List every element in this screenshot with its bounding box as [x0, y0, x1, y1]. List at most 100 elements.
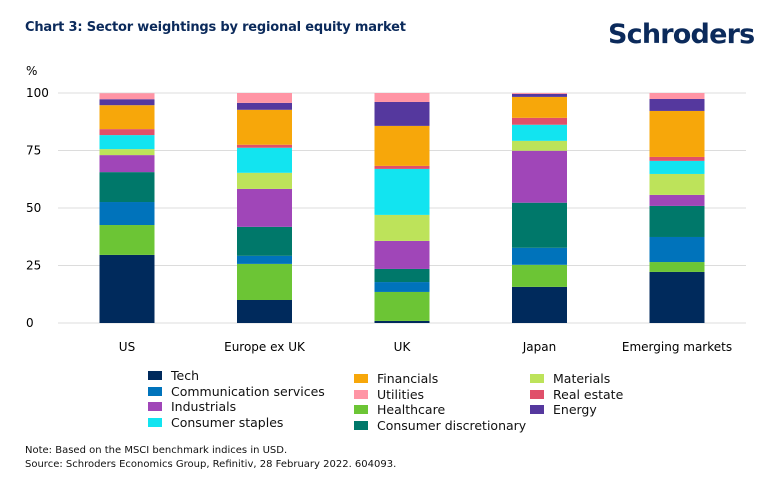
chart-title: Chart 3: Sector weightings by regional e… [25, 20, 406, 35]
x-axis-ticks: US Europe ex UK UK Japan Emerging markets [119, 340, 732, 354]
bar-stack [649, 93, 705, 323]
legend-swatch [530, 389, 544, 399]
bar-segment-real-estate [99, 129, 155, 136]
y-tick-label: 100 [26, 86, 49, 100]
legend-item: Financials [354, 371, 438, 386]
bar-segment-communication-services [374, 282, 430, 292]
bar-segment-utilities [237, 93, 292, 103]
bar-segment-consumer-staples [512, 124, 567, 141]
bar-segment-tech [237, 300, 292, 323]
bar-stack [237, 93, 292, 323]
bar-segment-utilities [99, 93, 155, 100]
bar-segment-communication-services [649, 236, 705, 263]
schroders-logo: Schroders [608, 19, 755, 50]
x-tick-label: Japan [522, 340, 556, 354]
y-tick-label: 75 [26, 144, 41, 158]
legend-label: Financials [377, 371, 439, 386]
bar-segment-healthcare [512, 264, 567, 287]
bar-stack [99, 93, 155, 323]
bar-segment-energy [99, 99, 155, 106]
bar-segment-healthcare [237, 263, 292, 300]
legend-swatch [148, 417, 162, 427]
bar-segment-financials [512, 96, 567, 118]
legend-swatch [354, 420, 368, 430]
bar-segment-financials [99, 105, 155, 130]
y-tick-label: 0 [26, 316, 34, 330]
bar-segment-communication-services [99, 202, 155, 226]
bar-segment-consumer-discretionary [237, 226, 292, 256]
bar-segment-communication-services [237, 255, 292, 264]
bar-segment-materials [99, 149, 155, 156]
y-tick-label: 25 [26, 259, 41, 273]
legend-label: Consumer discretionary [377, 417, 527, 433]
legend-label: Materials [553, 371, 611, 386]
bar-segment-tech [374, 320, 430, 323]
legend-item: Communication services [148, 384, 325, 399]
bar-segment-industrials [512, 150, 567, 203]
legend-swatch [530, 374, 544, 383]
bar-segment-industrials [649, 194, 705, 206]
bar-segment-financials [237, 109, 292, 145]
legend-label: Healthcare [377, 402, 446, 417]
bar-segment-materials [374, 214, 430, 241]
bar-segment-consumer-staples [99, 135, 155, 150]
legend-swatch [148, 402, 162, 411]
footnotes: Note: Based on the MSCI benchmark indice… [25, 444, 396, 472]
legend-label: Communication services [171, 383, 325, 399]
bar-segment-tech [99, 254, 155, 323]
legend-item: Industrials [148, 399, 236, 414]
bar-segment-materials [512, 140, 567, 151]
bar-segment-tech [512, 286, 567, 323]
bar-segment-consumer-staples [237, 147, 292, 173]
legend-swatch [530, 405, 544, 414]
legend-item: Tech [148, 368, 199, 383]
legend-label: Real estate [553, 386, 624, 402]
bar-segment-real-estate [237, 144, 292, 148]
bar-segment-industrials [237, 188, 292, 227]
note-text: Note: Based on the MSCI benchmark indice… [25, 445, 288, 456]
x-tick-label: US [119, 340, 135, 354]
bar-segment-materials [237, 172, 292, 189]
legend-item: Healthcare [354, 402, 445, 417]
legend-label: Energy [553, 402, 597, 417]
legend-item: Consumer discretionary [354, 418, 526, 433]
y-axis-unit-label: % [26, 64, 37, 78]
bar-segment-industrials [99, 155, 155, 173]
bar-segment-consumer-discretionary [512, 202, 567, 248]
bar-segment-healthcare [99, 225, 155, 255]
legend-item: Real estate [530, 387, 623, 402]
legend-swatch [354, 374, 368, 383]
bar-segment-consumer-discretionary [374, 268, 430, 283]
legend-swatch [148, 371, 162, 380]
bar-segment-energy [512, 93, 567, 97]
bar-segment-real-estate [512, 117, 567, 125]
legend-item: Utilities [354, 387, 424, 402]
legend-label: Consumer staples [171, 414, 284, 430]
bar-segment-real-estate [374, 165, 430, 169]
x-tick-label: UK [394, 340, 412, 354]
bar-segment-financials [374, 125, 430, 166]
bar-segment-consumer-staples [649, 160, 705, 174]
x-tick-label: Europe ex UK [224, 340, 306, 354]
legend: Tech Communication services Industrials Con… [148, 368, 708, 436]
legend-item: Materials [530, 371, 610, 386]
y-tick-label: 50 [26, 201, 41, 215]
bar-segment-materials [649, 173, 705, 195]
bar-segment-utilities [512, 93, 567, 94]
bar-segment-consumer-discretionary [99, 172, 155, 203]
legend-item: Energy [530, 402, 597, 417]
bar-segment-utilities [374, 93, 430, 102]
source-text: Source: Schroders Economics Group, Refin… [25, 459, 397, 470]
stacked-bar-chart: % 0 25 50 75 100 US Europe ex UK UK Japan Emergi… [26, 64, 746, 354]
legend-swatch [354, 405, 368, 414]
bar-stack [374, 93, 430, 323]
x-tick-label: Emerging markets [622, 340, 732, 354]
legend-item: Consumer staples [148, 415, 283, 430]
bar-stack [512, 93, 567, 323]
bar-segment-utilities [649, 93, 705, 99]
bar-segment-healthcare [649, 262, 705, 272]
bar-segment-real-estate [649, 156, 705, 161]
legend-label: Industrials [171, 399, 237, 414]
bar-segment-industrials [374, 240, 430, 269]
y-axis-ticks: 0 25 50 75 100 [26, 86, 49, 330]
